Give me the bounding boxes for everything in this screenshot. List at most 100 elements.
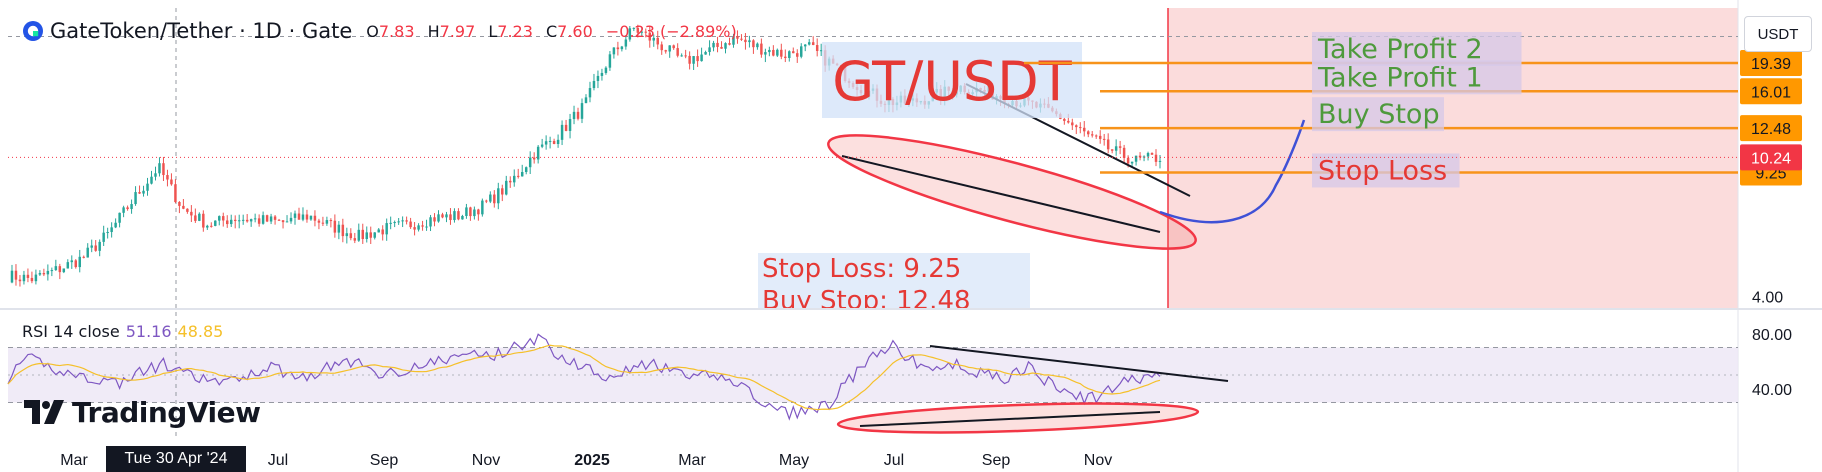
candle-body — [1122, 147, 1126, 158]
candle-body — [453, 211, 456, 221]
tradingview-logo[interactable]: TradingView — [24, 396, 261, 429]
candle-body — [257, 218, 261, 224]
candle-body — [501, 188, 504, 195]
level-label-bg-buy-stop — [1312, 97, 1444, 132]
time-axis-tick: 2025 — [574, 452, 610, 469]
candle-body — [792, 51, 795, 54]
candle-body — [772, 49, 775, 56]
candle-body — [445, 214, 448, 218]
candle-body — [313, 215, 317, 221]
candle-body — [285, 221, 289, 223]
candle-body — [86, 247, 89, 258]
candle-body — [1075, 125, 1078, 128]
candle-body — [1118, 146, 1122, 148]
rsi-label[interactable]: RSI 14 close — [22, 322, 120, 341]
rsi-ma-line — [7, 344, 1161, 411]
rsi-value: 51.16 — [125, 322, 172, 341]
rsi-line — [7, 333, 1161, 421]
candle-body — [449, 214, 452, 221]
candle-body — [325, 220, 329, 224]
candle-body — [353, 238, 357, 241]
candle-body — [604, 67, 608, 73]
level-label-take-profit-2: Take Profit 2 — [1317, 34, 1483, 65]
candle-body — [58, 266, 62, 273]
candle-body — [704, 52, 707, 55]
candle-body — [807, 42, 811, 45]
candle-body — [1071, 122, 1074, 126]
open-value: 7.83 — [378, 21, 415, 41]
candle-body — [740, 38, 743, 40]
candle-body — [748, 40, 751, 43]
candle-body — [632, 27, 636, 29]
symbol-title[interactable]: GateToken/Tether · 1D · Gate — [50, 19, 353, 43]
candle-body — [18, 279, 22, 282]
candle-body — [110, 227, 113, 233]
candle-body — [321, 222, 325, 224]
candle-body — [417, 225, 420, 230]
rsi-ma-value: 48.85 — [177, 322, 224, 341]
candle-body — [728, 43, 731, 45]
time-axis-tick: Nov — [472, 452, 500, 469]
time-axis-tick: Jul — [884, 452, 904, 469]
rsi-axis-tick: 80.00 — [1752, 327, 1792, 344]
candle-body — [493, 194, 496, 204]
candle-body — [465, 207, 468, 216]
candle-body — [489, 194, 492, 202]
candle-body — [624, 39, 628, 47]
candle-body — [477, 209, 480, 215]
candle-body — [524, 167, 528, 173]
last-price-tag-bg — [1740, 144, 1802, 171]
candle-body — [10, 270, 14, 283]
candle-body — [90, 245, 93, 248]
candle-body — [636, 27, 640, 33]
price-axis-tick: 4.00 — [1752, 289, 1783, 306]
candle-body — [277, 219, 281, 221]
candle-body — [437, 214, 440, 222]
candle-body — [261, 215, 265, 224]
candle-body — [568, 119, 572, 131]
wedge-ellipse — [827, 134, 1197, 250]
candle-body — [401, 220, 404, 222]
high-label: H — [427, 21, 440, 41]
candle-body — [720, 46, 723, 49]
level-label-bg-stop-loss — [1312, 153, 1460, 188]
candle-body — [106, 232, 109, 234]
currency-unit-button[interactable]: USDT — [1744, 16, 1812, 52]
candle-body — [249, 219, 253, 222]
candle-body — [146, 183, 149, 191]
low-value: 7.23 — [497, 21, 533, 41]
candle-body — [329, 220, 333, 222]
candle-body — [592, 80, 596, 89]
price-tag-bg-buy-stop — [1740, 115, 1802, 142]
candle-body — [588, 88, 592, 98]
candle-body — [473, 209, 476, 217]
candle-body — [744, 39, 747, 43]
candle-body — [170, 179, 173, 185]
time-axis-tick: Mar — [60, 452, 88, 469]
candle-body — [612, 47, 616, 55]
chart-title: GT/USDT — [832, 50, 1072, 113]
candle-body — [202, 213, 205, 228]
candle-body — [174, 184, 177, 202]
price-tag-buy-stop: 12.48 — [1751, 121, 1791, 138]
candle-body — [226, 220, 229, 225]
level-label-take-profit-1: Take Profit 1 — [1317, 62, 1483, 93]
candle-body — [361, 229, 365, 240]
candle-body — [1087, 131, 1090, 135]
candle-body — [768, 49, 771, 53]
candle-body — [640, 31, 644, 33]
candle-body — [1083, 127, 1086, 132]
high-value: 7.97 — [439, 21, 476, 41]
candle-body — [540, 144, 544, 147]
candle-body — [413, 227, 416, 230]
candle-body — [405, 220, 408, 222]
candle-body — [572, 111, 576, 120]
candle-body — [497, 188, 500, 204]
tradingview-logo-text: TradingView — [72, 396, 261, 429]
candle-body — [214, 220, 217, 226]
candle-body — [349, 233, 353, 239]
candle-body — [365, 232, 368, 240]
level-label-bg-take-profit-1 — [1312, 60, 1522, 95]
candle-body — [485, 200, 488, 202]
candle-body — [397, 221, 400, 223]
